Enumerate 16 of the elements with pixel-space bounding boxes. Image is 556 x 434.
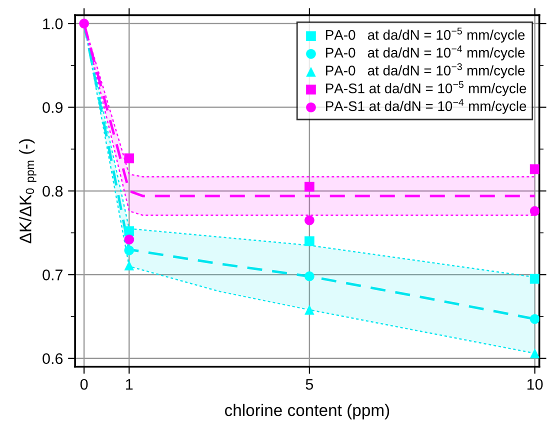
legend-label: PA-0 at da/dN = 10$^{−5}$ mm/cycle <box>326 28 525 43</box>
x-axis-title: chlorine content (ppm) <box>224 404 390 420</box>
legend-label: PA-0 at da/dN = 10$^{−4}$ mm/cycle <box>326 45 525 60</box>
x-tick-label: 5 <box>306 379 314 390</box>
y-axis-title: ΔK/ΔK$_{0 ppm}$ (-) <box>19 139 36 244</box>
y-tick-label: 0.7 <box>42 270 62 280</box>
y-tick-label: 0.9 <box>42 102 63 113</box>
legend-label: PA-S1 at da/dN = 10$^{−5}$ mm/cycle <box>326 81 526 96</box>
y-tick-label: 0.6 <box>42 353 63 364</box>
legend-label: PA-S1 at da/dN = 10$^{−4}$ mm/cycle <box>326 98 526 114</box>
x-tick-label: 0 <box>80 378 88 390</box>
legend-label: PA-0 at da/dN = 10$^{−3}$ mm/cycle <box>326 63 525 78</box>
y-tick-label: 1.0 <box>43 18 63 30</box>
y-tick-label: 0.8 <box>42 186 63 197</box>
x-tick-label: 1 <box>126 379 133 390</box>
x-tick-label: 10 <box>527 378 543 390</box>
